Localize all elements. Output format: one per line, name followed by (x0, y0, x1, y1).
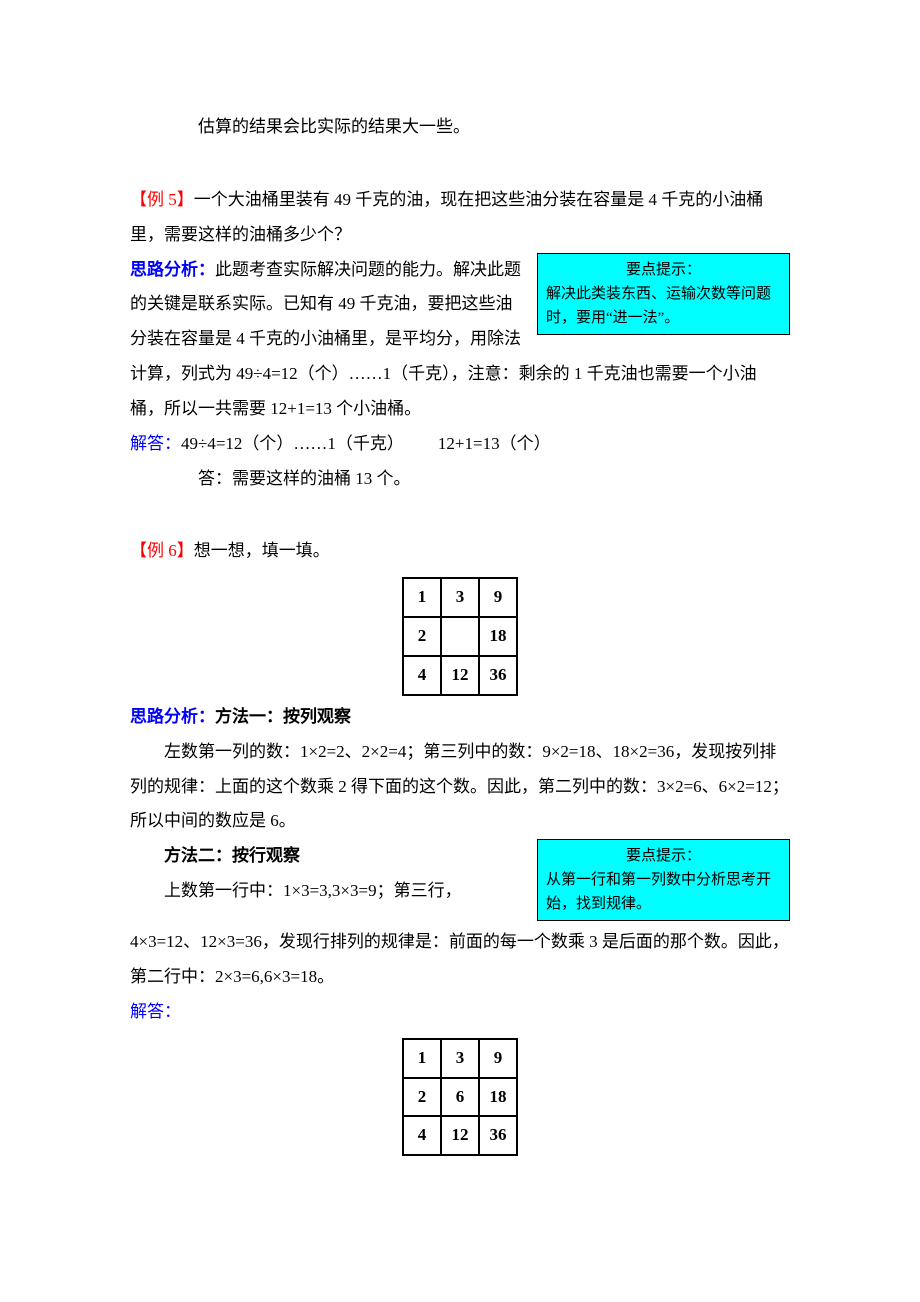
cell: 12 (441, 656, 479, 695)
table-row: 2 6 18 (403, 1078, 517, 1117)
cell: 2 (403, 1078, 441, 1117)
cell: 1 (403, 1039, 441, 1078)
ex5-question: 【例 5】一个大油桶里装有 49 千克的油，现在把这些油分装在容量是 4 千克的… (130, 183, 790, 253)
table-row: 1 3 9 (403, 1039, 517, 1078)
ex6-analysis-label: 思路分析： (130, 707, 215, 726)
ex5-answer-text: 答：需要这样的油桶 13 个。 (130, 462, 790, 497)
ex5-question-text: 一个大油桶里装有 49 千克的油，现在把这些油分装在容量是 4 千克的小油桶里，… (130, 190, 763, 244)
ex5-answer-calc: 49÷4=12（个）……1（千克） 12+1=13（个） (181, 434, 551, 453)
cell: 2 (403, 617, 441, 656)
cell: 36 (479, 656, 517, 695)
ex5-tip-box: 要点提示： 解决此类装东西、运输次数等问题时，要用“进一法”。 (537, 253, 790, 335)
example-5: 【例 5】一个大油桶里装有 49 千克的油，现在把这些油分装在容量是 4 千克的… (130, 183, 790, 497)
cell (441, 617, 479, 656)
cell: 4 (403, 656, 441, 695)
table-row: 4 12 36 (403, 1116, 517, 1155)
ex6-label: 【例 6】 (130, 541, 194, 560)
cell: 1 (403, 578, 441, 617)
ex6-tip-box: 要点提示： 从第一行和第一列数中分析思考开始，找到规律。 (537, 839, 790, 921)
ex6-tip-title: 要点提示： (546, 844, 781, 868)
ex5-tip-body: 解决此类装东西、运输次数等问题时，要用“进一法”。 (546, 282, 781, 330)
cell: 36 (479, 1116, 517, 1155)
example-6: 【例 6】想一想，填一填。 1 3 9 2 18 4 12 36 思路分析：方法… (130, 534, 790, 1156)
cell: 4 (403, 1116, 441, 1155)
ex5-label: 【例 5】 (130, 190, 194, 209)
ex5-analysis-label: 思路分析： (130, 260, 215, 279)
cell: 3 (441, 578, 479, 617)
table-row: 1 3 9 (403, 578, 517, 617)
cell: 18 (479, 617, 517, 656)
cell: 18 (479, 1078, 517, 1117)
cell: 9 (479, 578, 517, 617)
ex5-answer-label: 解答： (130, 434, 181, 453)
intro-line: 估算的结果会比实际的结果大一些。 (130, 110, 790, 145)
ex6-method1-body: 左数第一列的数：1×2=2、2×2=4；第三列中的数：9×2=18、18×2=3… (130, 735, 790, 840)
ex5-tip-title: 要点提示： (546, 258, 781, 282)
table-row: 4 12 36 (403, 656, 517, 695)
ex6-table-question: 1 3 9 2 18 4 12 36 (402, 577, 518, 696)
cell: 9 (479, 1039, 517, 1078)
cell: 12 (441, 1116, 479, 1155)
table-row: 2 18 (403, 617, 517, 656)
ex6-tip-body: 从第一行和第一列数中分析思考开始，找到规律。 (546, 868, 781, 916)
ex6-method1-line: 思路分析：方法一：按列观察 (130, 700, 790, 735)
ex6-question: 【例 6】想一想，填一填。 (130, 534, 790, 569)
ex6-answer-label: 解答： (130, 995, 790, 1030)
ex6-question-text: 想一想，填一填。 (194, 541, 330, 560)
ex5-answer-line: 解答：49÷4=12（个）……1（千克） 12+1=13（个） (130, 427, 790, 462)
ex6-method1-title: 方法一：按列观察 (215, 707, 351, 726)
ex6-table-answer: 1 3 9 2 6 18 4 12 36 (402, 1038, 518, 1157)
cell: 6 (441, 1078, 479, 1117)
ex6-method2-post: 4×3=12、12×3=36，发现行排列的规律是：前面的每一个数乘 3 是后面的… (130, 925, 790, 995)
cell: 3 (441, 1039, 479, 1078)
